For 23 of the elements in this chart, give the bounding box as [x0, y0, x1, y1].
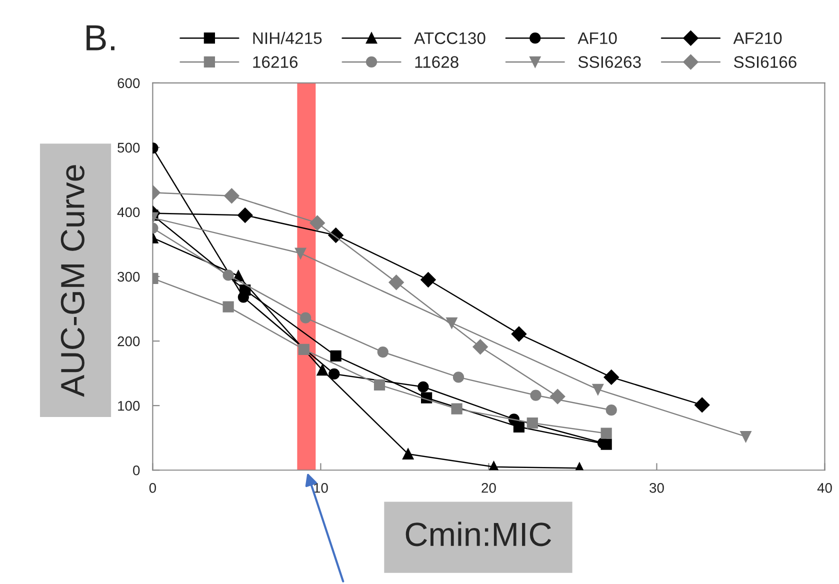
- y-tick-label: 400: [117, 207, 140, 218]
- x-tick-label: 30: [650, 482, 664, 493]
- legend-label: NIH/4215: [253, 32, 322, 44]
- x-tick-label: 20: [482, 482, 496, 493]
- legend-label: SSI6166: [734, 56, 796, 68]
- x-axis-title: Cmin:MIC: [406, 522, 552, 546]
- legend-label: 16216: [253, 56, 298, 68]
- y-tick-label: 200: [118, 336, 140, 346]
- x-tick-label: 40: [817, 482, 832, 493]
- y-tick-label: 100: [118, 400, 140, 411]
- legend-label: ATCC130: [414, 32, 486, 44]
- legend-label: AF10: [578, 32, 617, 44]
- y-tick-label: 300: [118, 272, 140, 282]
- legend-label: 11628: [415, 56, 458, 68]
- y-axis-title: AUC-GM Curve: [60, 165, 84, 397]
- y-tick-label: 0: [133, 465, 140, 476]
- legend-label: AF210: [733, 32, 782, 44]
- y-tick-label: 600: [118, 78, 140, 88]
- y-tick-label: 500: [118, 142, 140, 153]
- chart-title: B.: [86, 25, 114, 50]
- legend-label: SSI6263: [578, 56, 641, 68]
- x-tick-label: 10: [314, 482, 328, 493]
- x-tick-label: 0: [149, 482, 156, 493]
